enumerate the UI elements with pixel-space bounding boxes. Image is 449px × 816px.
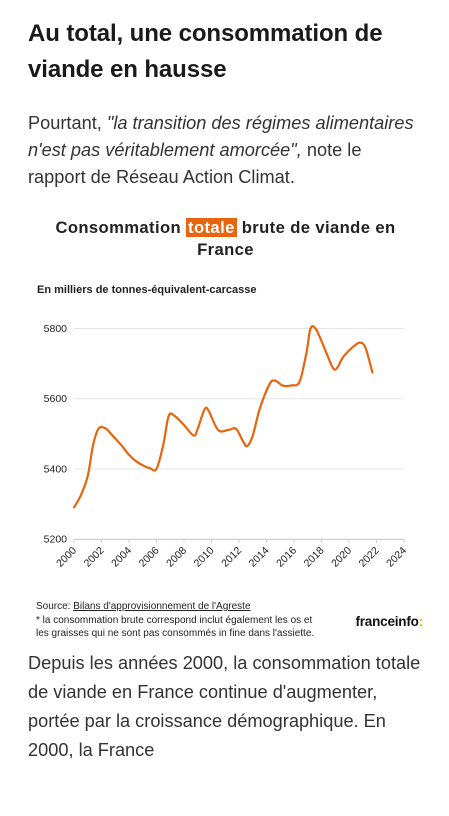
brand-name: franceinfo: [355, 614, 419, 629]
chart-figure: Consommation totale brute de viande en F…: [28, 217, 423, 641]
lead-quote: "la transition des régimes alimentaires …: [28, 113, 414, 160]
y-tick-label: 5400: [44, 463, 68, 475]
y-tick-label: 5800: [44, 323, 68, 335]
lead-suffix: note le rapport de Réseau Action Climat.: [28, 140, 362, 187]
article-lead: Pourtant, "la transition des régimes ali…: [28, 110, 423, 191]
chart-footnote: * la consommation brute correspond inclu…: [36, 614, 315, 640]
lead-prefix: Pourtant,: [28, 113, 107, 133]
x-tick-label: 2012: [219, 545, 244, 570]
x-tick-label: 2002: [82, 545, 107, 570]
chart-source: Source: Bilans d'approvisionnement de l'…: [36, 600, 423, 614]
y-tick-label: 5600: [44, 393, 68, 405]
line-chart: 5200 5400 5600 5800 2000 2002 2004 2006 2008 2010…: [44, 323, 410, 570]
x-tick-label: 2000: [54, 545, 79, 570]
chart-source-block: Source: Bilans d'approvisionnement de l'…: [36, 600, 423, 641]
x-tick-label: 2022: [357, 545, 382, 570]
article-headline: Au total, une consommation de viande en …: [28, 20, 383, 83]
article: Au total, une consommation de viande en …: [0, 16, 449, 765]
x-tick-label: 2008: [164, 545, 189, 570]
x-tick-label: 2024: [384, 545, 409, 570]
franceinfo-logo: franceinfo:: [355, 615, 423, 629]
chart-title-start: Consommation: [55, 218, 187, 237]
series-line: [72, 325, 374, 509]
x-tick-label: 2020: [329, 545, 354, 570]
chart-title-highlight: totale: [186, 218, 237, 237]
x-tick-label: 2016: [274, 545, 299, 570]
x-tick-label: 2004: [109, 545, 134, 570]
brand-colon: :: [418, 614, 424, 629]
x-tick-label: 2006: [137, 545, 162, 570]
x-tick-label: 2018: [302, 545, 327, 570]
chart-title-end: brute de viande en France: [197, 218, 396, 259]
chart-unit-label: En milliers de tonnes-équivalent-carcass…: [37, 284, 257, 296]
source-prefix: Source:: [36, 601, 74, 612]
x-tick-label: 2010: [192, 545, 217, 570]
source-link[interactable]: Bilans d'approvisionnement de l'Agreste: [73, 601, 251, 612]
article-body: Depuis les années 2000, la consommation …: [28, 652, 421, 760]
x-tick-label: 2014: [247, 545, 272, 570]
y-tick-label: 5200: [44, 534, 68, 546]
chart-title: Consommation totale brute de viande en F…: [28, 217, 423, 261]
